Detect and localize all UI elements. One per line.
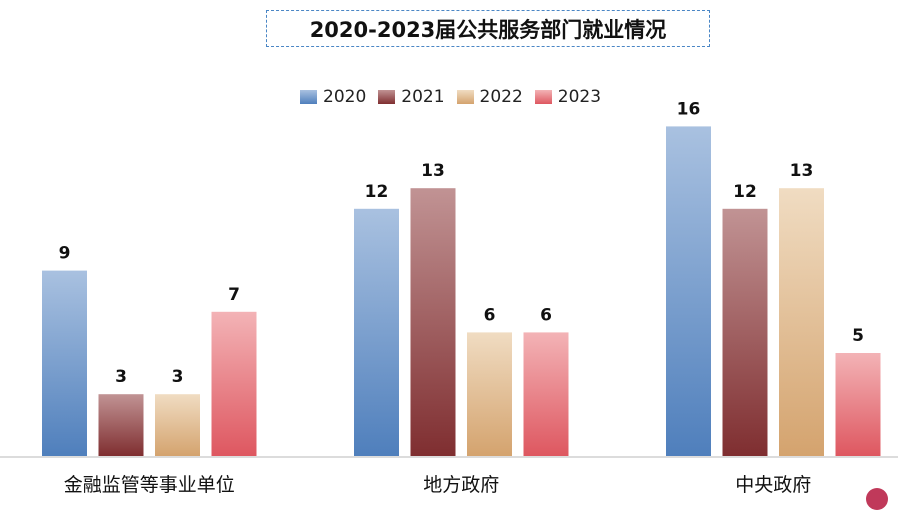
- legend-label-2022: 2022: [479, 87, 523, 107]
- bar-2023-cat0: [211, 311, 257, 456]
- bar-2022-cat1: [467, 332, 512, 456]
- logo-mark: [866, 488, 888, 510]
- legend-swatch-2023: [534, 90, 552, 104]
- chart-title-text: 2020-2023届公共服务部门就业情况: [309, 17, 667, 42]
- bar-2023-cat1: [523, 332, 569, 456]
- legend-label-2021: 2021: [401, 87, 445, 107]
- data-label-2021-cat2: 12: [733, 182, 757, 202]
- legend-item-2023: 2023: [534, 87, 602, 107]
- legend-swatch-2020: [300, 90, 317, 104]
- category-label-0: 金融监管等事业单位: [64, 474, 235, 496]
- data-label-2022-cat0: 3: [172, 367, 184, 387]
- legend-item-2020: 2020: [300, 87, 366, 107]
- data-label-2020-cat2: 16: [677, 99, 701, 119]
- bar-2023-cat2: [835, 353, 881, 456]
- legend-swatch-2022: [456, 90, 474, 104]
- legend-label-2023: 2023: [557, 87, 602, 107]
- legend-swatch-2021: [378, 90, 396, 104]
- bar-2021-cat1: [410, 188, 456, 456]
- chart-title: 2020-2023届公共服务部门就业情况: [266, 10, 710, 47]
- data-label-2020-cat0: 9: [59, 244, 71, 264]
- bars-group: [42, 126, 881, 457]
- legend: 2020 2021 2022 2023: [300, 86, 601, 108]
- bar-2020-cat2: [666, 126, 711, 457]
- category-label-2: 中央政府: [735, 474, 811, 496]
- data-label-2022-cat2: 13: [790, 161, 814, 181]
- data-label-2023-cat2: 5: [852, 326, 864, 346]
- bar-2021-cat2: [722, 208, 768, 456]
- legend-item-2022: 2022: [456, 87, 523, 107]
- category-label-1: 地方政府: [423, 474, 499, 496]
- bar-2022-cat2: [779, 188, 824, 456]
- bar-2020-cat0: [42, 270, 87, 456]
- data-label-2023-cat1: 6: [540, 305, 552, 325]
- data-label-2022-cat1: 6: [484, 305, 496, 325]
- data-label-2023-cat0: 7: [228, 285, 240, 305]
- bar-2022-cat0: [155, 394, 200, 456]
- legend-item-2021: 2021: [378, 87, 445, 107]
- bar-2021-cat0: [98, 394, 144, 456]
- data-label-2021-cat1: 13: [421, 161, 445, 181]
- legend-label-2020: 2020: [323, 87, 367, 107]
- data-label-2020-cat1: 12: [365, 182, 389, 202]
- data-label-2021-cat0: 3: [115, 367, 127, 387]
- labels-group: 9 3 3 7 金融监管等事业单位 12 13 6 6 地方政府 16 12 13 5 中央政府: [59, 99, 864, 496]
- bar-2020-cat1: [354, 208, 399, 456]
